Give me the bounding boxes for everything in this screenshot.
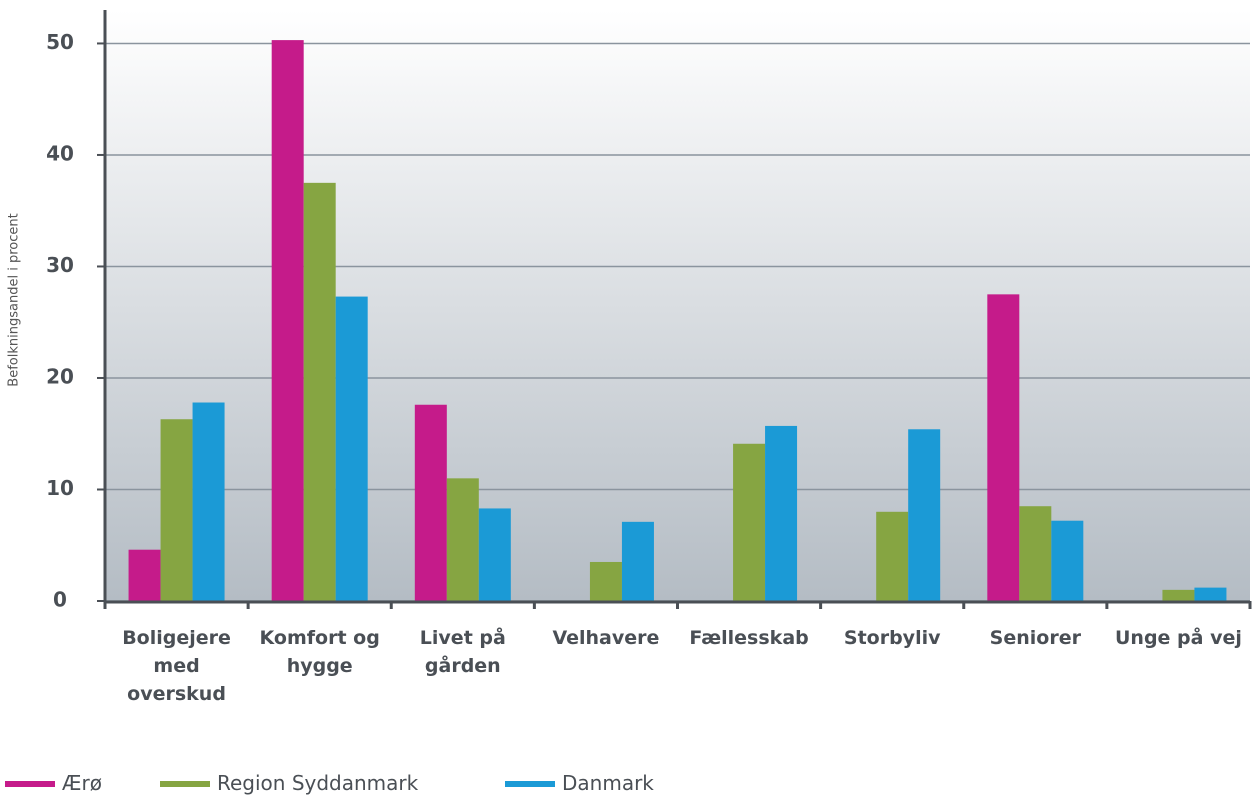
x-tick-label: Komfort og hygge (259, 627, 380, 677)
y-tick-label: 0 (53, 588, 67, 612)
bar (192, 402, 225, 601)
bar (589, 561, 622, 601)
bar (128, 549, 161, 601)
bar (765, 425, 798, 601)
bar (1019, 506, 1052, 601)
bar (876, 511, 909, 601)
bar (1051, 520, 1084, 601)
y-tick-label: 40 (46, 141, 74, 165)
bar (1194, 587, 1227, 601)
legend-label: Danmark (562, 771, 654, 795)
x-tick-label: Storbyliv (843, 627, 941, 649)
x-tick-label: Velhavere (552, 627, 660, 649)
bar (908, 429, 941, 601)
legend-swatch (505, 781, 555, 787)
legend-swatch (5, 781, 55, 787)
y-tick-label: 30 (46, 253, 74, 277)
y-tick-label: 20 (46, 364, 74, 388)
y-axis-label: Befolkningsandel i procent (7, 213, 22, 386)
bar (446, 478, 479, 601)
bar (987, 294, 1020, 601)
bar (621, 521, 654, 601)
x-tick-label: Unge på vej (1114, 627, 1242, 649)
y-tick-label: 50 (46, 30, 74, 54)
legend-swatch (160, 781, 210, 787)
y-tick-label: 10 (46, 476, 74, 500)
legend-label: Region Syddanmark (217, 771, 419, 795)
bar (414, 404, 447, 601)
bar (271, 40, 304, 602)
x-tick-label: Livet på gården (419, 627, 506, 677)
x-tick-label: Seniorer (989, 627, 1081, 649)
x-tick-label: Fællesskab (689, 627, 809, 649)
bar (478, 508, 511, 601)
bar (733, 443, 766, 601)
bar (160, 419, 193, 601)
bar (335, 296, 368, 601)
legend-label: Ærø (62, 771, 102, 795)
bar (1162, 589, 1195, 601)
bar (303, 182, 336, 601)
x-tick-label: Boligejere med overskud (122, 627, 231, 705)
